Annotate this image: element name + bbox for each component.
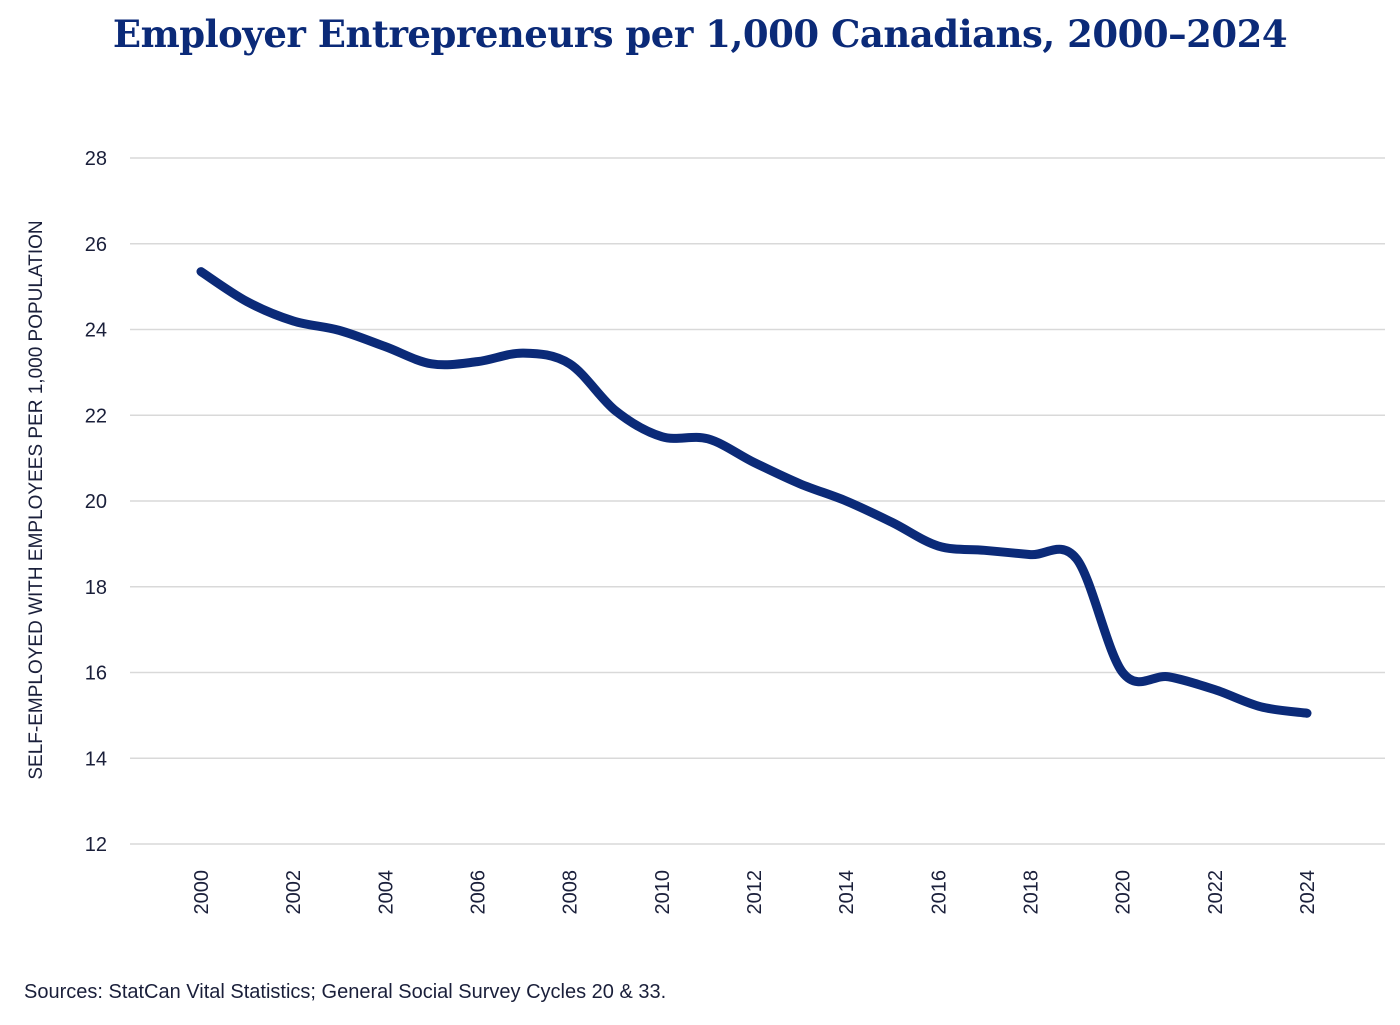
data-point-2022 <box>1211 686 1219 694</box>
y-tick-label: 28 <box>85 148 107 170</box>
y-tick-label: 22 <box>85 405 107 427</box>
gridlines <box>130 157 1385 845</box>
x-tick-label: 2012 <box>744 870 766 915</box>
data-point-2006 <box>474 358 482 366</box>
x-tick-label: 2018 <box>1021 870 1043 915</box>
x-tick-label: 2000 <box>191 870 213 915</box>
data-point-2003 <box>335 326 343 334</box>
y-tick-label: 18 <box>85 577 107 599</box>
y-tick-label: 12 <box>85 834 107 856</box>
data-point-2011 <box>704 435 712 443</box>
y-tick-label: 14 <box>85 748 107 770</box>
x-tick-label: 2024 <box>1297 870 1319 915</box>
data-point-2023 <box>1257 703 1265 711</box>
data-point-2024 <box>1303 709 1311 717</box>
data-point-2021 <box>1165 673 1173 681</box>
x-tick-label: 2014 <box>836 870 858 915</box>
x-axis-ticks: 2000 2002 2004 2006 2008 2010 2012 2014 2016 2018… <box>191 870 1319 915</box>
data-point-2012 <box>750 458 758 466</box>
data-point-2016 <box>934 542 942 550</box>
chart-title: Employer Entrepreneurs per 1,000 Canadia… <box>112 12 1288 56</box>
x-tick-label: 2002 <box>283 870 305 915</box>
data-point-2018 <box>1027 551 1035 559</box>
data-point-2001 <box>243 298 251 306</box>
x-tick-label: 2016 <box>928 870 950 915</box>
x-tick-label: 2022 <box>1205 870 1227 915</box>
data-point-2009 <box>612 407 620 415</box>
x-tick-label: 2008 <box>560 870 582 915</box>
y-tick-label: 24 <box>85 320 107 342</box>
data-point-2002 <box>289 317 297 325</box>
series-group <box>196 267 1312 718</box>
data-point-2007 <box>520 349 528 357</box>
source-note: Sources: StatCan Vital Statistics; Gener… <box>24 981 667 1003</box>
x-tick-label: 2020 <box>1113 870 1135 915</box>
data-point-2004 <box>381 343 389 351</box>
data-point-2020 <box>1119 669 1127 677</box>
y-axis-title: SELF-EMPLOYED WITH EMPLOYEES PER 1,000 P… <box>26 220 47 779</box>
data-point-2008 <box>566 360 574 368</box>
y-tick-label: 16 <box>85 663 107 685</box>
x-tick-label: 2010 <box>652 870 674 915</box>
y-axis-ticks: 12 14 16 18 20 22 24 26 28 <box>85 148 107 856</box>
data-point-2015 <box>888 518 896 526</box>
data-point-2017 <box>980 546 988 554</box>
data-point-2019 <box>1073 555 1081 563</box>
series-line-0 <box>196 267 1312 718</box>
data-point-2010 <box>658 433 666 441</box>
x-tick-label: 2006 <box>468 870 490 915</box>
data-point-2013 <box>796 480 804 488</box>
y-tick-label: 26 <box>85 234 107 256</box>
data-point-2005 <box>427 360 435 368</box>
data-point-2000 <box>197 268 205 276</box>
x-tick-label: 2004 <box>375 870 397 915</box>
data-point-2014 <box>842 497 850 505</box>
y-tick-label: 20 <box>85 491 107 513</box>
